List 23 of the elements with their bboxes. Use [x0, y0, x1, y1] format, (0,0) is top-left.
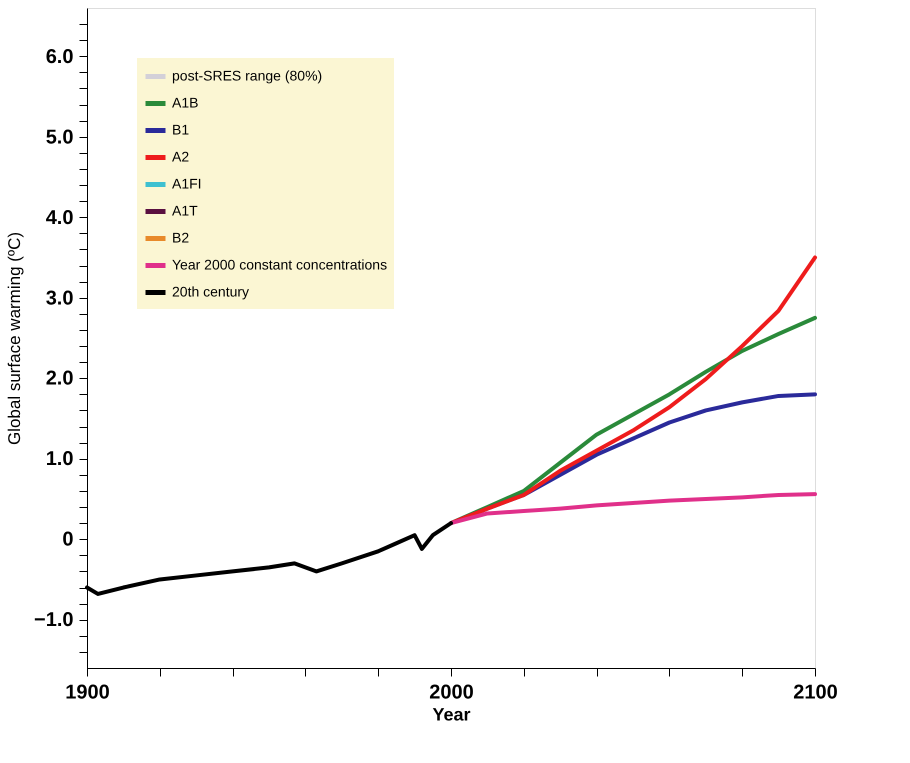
legend-label: A1FI	[172, 176, 202, 192]
x-tick-label: 2000	[429, 682, 474, 704]
x-axis-title: Year	[432, 704, 471, 724]
y-tick-label: 1.0	[46, 448, 74, 470]
x-tick-label: 1900	[65, 682, 110, 704]
legend-label: B2	[172, 230, 190, 246]
y-tick-label: 5.0	[46, 126, 74, 148]
legend-label: A1B	[172, 94, 198, 110]
y-tick-label: 0	[62, 528, 74, 551]
y-axis-title: Global surface warming (ºC)	[5, 232, 24, 446]
line-series	[449, 492, 817, 526]
y-tick-label: 2.0	[46, 368, 74, 390]
legend-label: Year 2000 constant concentrations	[172, 256, 388, 272]
y-tick-label: 6.0	[46, 46, 74, 68]
y-tick-label: 4.0	[46, 206, 74, 229]
y-tick-label: −1.0	[34, 609, 74, 632]
legend-label: B1	[172, 122, 190, 138]
legend-label: 20th century	[172, 284, 250, 300]
legend-label: post-SRES range (80%)	[172, 68, 322, 84]
legend-label: A2	[172, 148, 190, 164]
x-tick-label: 2100	[793, 682, 838, 704]
legend-label: A1T	[172, 202, 198, 218]
y-tick-label: 3.0	[46, 287, 74, 310]
